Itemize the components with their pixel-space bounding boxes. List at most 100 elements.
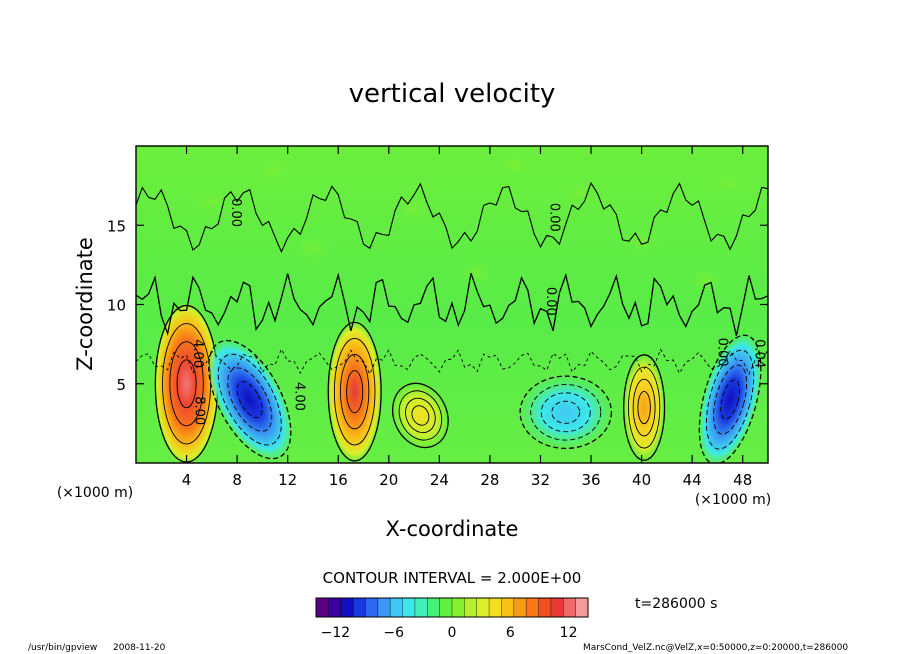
colorbar-swatch-21: [575, 598, 589, 617]
zero-contour-upper: [136, 181, 768, 254]
y-tick-label-1: 10: [107, 297, 126, 315]
field-texture-6: [684, 266, 726, 295]
x-unit-label: (×1000 m): [57, 485, 133, 501]
field-texture-3: [457, 258, 498, 288]
colorbar-frame: [315, 597, 589, 618]
contour-ring-6-51: [713, 364, 748, 435]
x-tick-label-11: 48: [733, 471, 752, 489]
colorbar-swatch-18: [538, 598, 552, 617]
contour-ring-4-73: [530, 384, 602, 441]
colorbar-swatch-9: [427, 598, 441, 617]
field-texture-0: [191, 187, 233, 216]
colorbar-swatch-14: [489, 598, 502, 617]
contour-ring-5-73: [627, 366, 661, 449]
colorbar-tick-1: −6: [383, 625, 404, 641]
contour-ring-1-51: [227, 367, 273, 432]
contour-ring-6-73: [706, 349, 755, 450]
field-texture-2: [393, 195, 435, 224]
contour-ring-4-29: [551, 400, 581, 424]
colorbar-swatch-6: [390, 598, 404, 617]
colorbar-swatch-10: [439, 598, 453, 617]
field-texture-9: [709, 169, 751, 199]
x-tick-label-2: 12: [278, 471, 297, 489]
contour-ring-4-95: [519, 375, 613, 450]
contour-ring-2-73: [333, 338, 376, 446]
downdraft-cell-1: [206, 337, 293, 462]
contour-ring-1-95: [208, 339, 292, 460]
contour-ring-1-29: [236, 381, 263, 419]
contour-ring-2-29: [346, 370, 364, 414]
x-tick-label-9: 40: [632, 471, 651, 489]
updraft-cell-5: [622, 352, 666, 463]
colorbar-tick-0: −12: [321, 625, 351, 641]
colorbar-swatch-5: [377, 598, 391, 617]
colorbar-swatch-16: [513, 598, 527, 617]
field-texture-8: [494, 150, 536, 180]
field-texture-4: [558, 179, 599, 208]
colorbar-tick-3: 6: [506, 625, 515, 641]
x-tick-label-4: 20: [379, 471, 398, 489]
contour-label-5: 4.00: [291, 382, 306, 411]
contour-label-7: 0.04: [751, 339, 766, 368]
y-axis-label: Z-coordinate: [73, 237, 97, 371]
colorbar-swatch-11: [452, 598, 465, 617]
updraft-cell-2: [326, 318, 383, 463]
zero-contour-lower: [136, 348, 768, 376]
colorbar-swatch-17: [526, 598, 540, 617]
contour-ring-0-29: [176, 359, 197, 409]
colorbar-swatch-13: [476, 598, 490, 617]
x-tick-label-0: 4: [182, 471, 192, 489]
contour-ring-0-51: [169, 341, 204, 427]
colorbar-swatch-3: [353, 598, 366, 617]
plot-area: 0.00 0.00 0.00 4.00 8.00 4.00 0.00 0.04: [136, 146, 768, 463]
colorbar: −12 −6 0 6 12: [315, 597, 589, 641]
colorbar-swatch-19: [550, 598, 564, 617]
contour-ring-1-73: [217, 353, 282, 446]
colorbar-swatch-0: [316, 598, 329, 617]
updraft-cell-3: [391, 381, 450, 450]
contour-label-2: 0.00: [543, 287, 558, 316]
y-tick-label-0: 5: [116, 376, 126, 394]
colorbar-swatch-7: [402, 598, 416, 617]
colorbar-swatch-12: [464, 598, 478, 617]
colorbar-swatch-15: [501, 598, 515, 617]
colorbar-swatch-1: [328, 598, 342, 617]
contour-interval: CONTOUR INTERVAL = 2.000E+00: [323, 569, 582, 587]
colorbar-tick-4: 12: [560, 625, 578, 641]
footer-program: /usr/bin/gpview: [28, 643, 97, 653]
colorbar-swatch-20: [563, 598, 577, 617]
contour-label-3: 4.00: [190, 339, 205, 368]
footer-date: 2008-11-20: [113, 643, 166, 653]
contour-ring-4-51: [540, 392, 591, 433]
contour-ring-3-95: [392, 382, 449, 449]
x-tick-label-8: 36: [581, 471, 600, 489]
time-label: t=286000 s: [635, 596, 717, 612]
updraft-cell-0: [153, 301, 220, 463]
field-texture-7: [254, 155, 296, 185]
x-tick-label-6: 28: [480, 471, 499, 489]
x-tick-label-5: 24: [430, 471, 449, 489]
colorbar-swatch-8: [414, 598, 428, 617]
field-texture-1: [292, 234, 334, 264]
contour-ring-2-95: [327, 321, 382, 462]
contour-ring-3-73: [398, 390, 443, 441]
contour-label-0: 0.00: [228, 198, 243, 227]
contour-ring-6-95: [698, 334, 762, 463]
y-unit-label: (×1000 m): [695, 492, 771, 508]
contour-ring-3-51: [405, 397, 436, 434]
x-tick-label-3: 16: [329, 471, 348, 489]
field-texture-5: [621, 226, 662, 256]
contour-ring-5-29: [637, 390, 651, 425]
chart-title: vertical velocity: [349, 79, 556, 109]
x-tick-label-1: 8: [232, 471, 242, 489]
footer-source: MarsCond_VelZ.nc@VelZ,x=0:50000,z=0:2000…: [583, 643, 848, 653]
contour-label-6: 0.00: [715, 338, 730, 367]
x-tick-label-10: 44: [683, 471, 702, 489]
contour-ring-2-51: [340, 354, 370, 430]
contour-label-4: 8.00: [191, 396, 206, 425]
downdraft-cell-4: [517, 374, 614, 451]
contour-ring-5-95: [623, 354, 666, 461]
x-tick-label-7: 32: [531, 471, 550, 489]
